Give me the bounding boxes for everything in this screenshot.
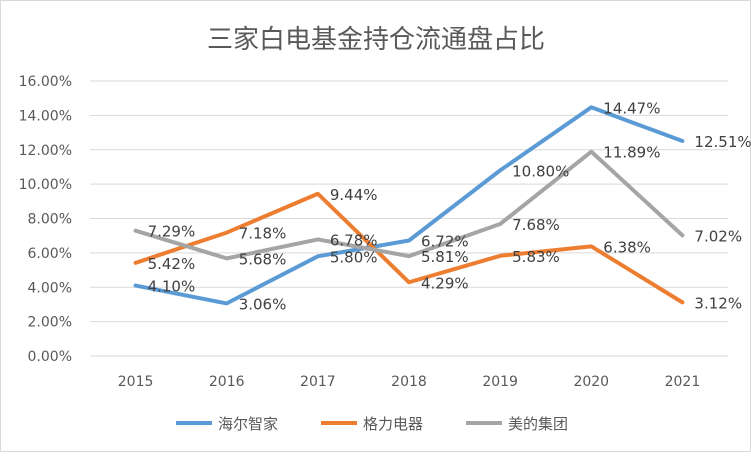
x-tick-label: 2017 [300,374,336,390]
data-label: 4.10% [148,278,196,296]
data-label: 9.44% [330,186,378,204]
data-label: 5.42% [148,255,196,273]
data-label: 10.80% [512,162,569,180]
legend-label: 美的集团 [508,415,568,433]
y-tick-label: 10.00% [19,177,72,193]
y-tick-label: 16.00% [19,74,72,90]
data-label: 7.02% [694,227,742,245]
data-label: 6.72% [421,233,469,251]
y-tick-label: 12.00% [19,143,72,159]
data-label: 5.68% [239,250,287,268]
data-label: 5.80% [330,248,378,266]
data-label: 4.29% [421,274,469,292]
y-tick-label: 8.00% [28,212,72,228]
y-tick-label: 2.00% [28,315,72,331]
data-label: 11.89% [603,144,660,162]
chart-title: 三家白电基金持仓流通盘占比 [207,25,545,55]
data-label: 3.12% [694,294,742,312]
data-label: 3.06% [239,295,287,313]
data-label: 7.68% [512,216,560,234]
x-tick-label: 2016 [209,374,245,390]
series-line [133,191,685,305]
legend-label: 海尔智家 [218,415,278,433]
series-line [133,149,685,261]
x-tick-label: 2018 [391,374,427,390]
data-label: 7.18% [239,225,287,243]
series-line [133,105,685,306]
y-tick-label: 4.00% [28,280,72,296]
data-label: 6.78% [330,231,378,249]
data-label: 6.38% [603,238,651,256]
legend-label: 格力电器 [363,415,423,433]
y-tick-label: 14.00% [19,108,72,124]
data-label: 12.51% [694,133,751,151]
data-label: 7.29% [148,223,196,241]
x-tick-label: 2021 [665,374,701,390]
y-tick-label: 0.00% [28,349,72,365]
data-label: 5.83% [512,248,560,266]
x-tick-label: 2019 [482,374,518,390]
x-tick-label: 2015 [118,374,154,390]
y-tick-label: 6.00% [28,246,72,262]
data-label: 14.47% [603,99,660,117]
x-tick-label: 2020 [573,374,609,390]
data-label: 5.81% [421,248,469,266]
